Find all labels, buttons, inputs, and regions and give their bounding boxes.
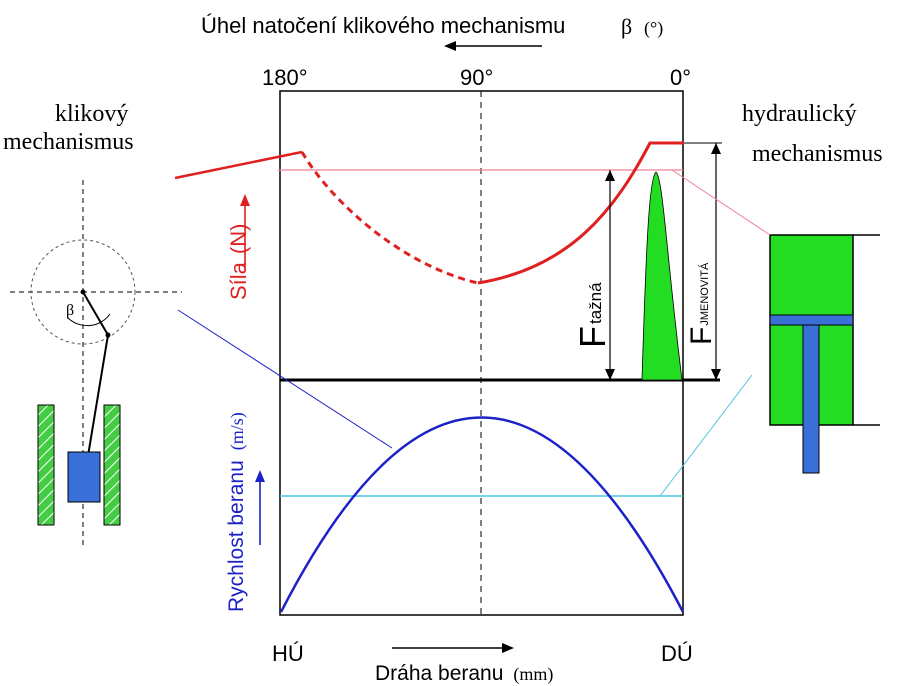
bottom-axis-title: Dráha beranu (mm) [375, 662, 553, 685]
velocity-axis-label: Rychlost beranu(m/s) [225, 412, 248, 612]
crank-mechanism-drawing: β [10, 180, 182, 548]
left-caption-line1: klikový [55, 101, 128, 127]
top-axis-beta-symbol: β [621, 14, 632, 39]
crank-force-curve-dashed [300, 151, 479, 285]
top-axis-unit: (°) [644, 18, 663, 39]
hydraulic-force-peak [641, 171, 683, 381]
bottom-end-label: DÚ [661, 641, 693, 666]
hydraulic-cylinder-drawing [769, 234, 880, 474]
crank-force-left-segment [174, 150, 303, 180]
f-tazna-label: Ftažná [572, 282, 613, 348]
tick-label-180: 180° [262, 65, 308, 90]
f-tazna-dimension [605, 170, 615, 380]
tick-label-0: 0° [670, 65, 691, 90]
bottom-direction-arrow [392, 643, 514, 653]
bottom-start-label: HÚ [272, 641, 304, 666]
velocity-curve [279, 416, 685, 613]
velocity-axis-arrow [255, 470, 265, 545]
tick-label-90: 90° [460, 65, 493, 90]
right-caption-line2: mechanismus [752, 141, 883, 167]
force-axis-label: Síla(N) [226, 224, 251, 300]
top-axis-title: Úhel natočení klikového mechanismu [201, 13, 565, 38]
right-caption-line1: hydraulický [742, 101, 857, 127]
force-axis-arrow [240, 194, 250, 270]
top-direction-arrow [444, 41, 542, 51]
crank-force-curve-solid [477, 141, 684, 285]
connector-force-to-hydraulic [671, 169, 771, 236]
f-jmenovita-label: FJMENOVITÁ [685, 262, 718, 345]
svg-text:β: β [66, 302, 74, 319]
left-caption-line2: mechanismus [3, 129, 134, 155]
connector-crank-to-velocity [177, 309, 393, 449]
connector-velocity-to-hydraulic [659, 374, 753, 497]
f-jmenovita-dimension [684, 142, 722, 380]
